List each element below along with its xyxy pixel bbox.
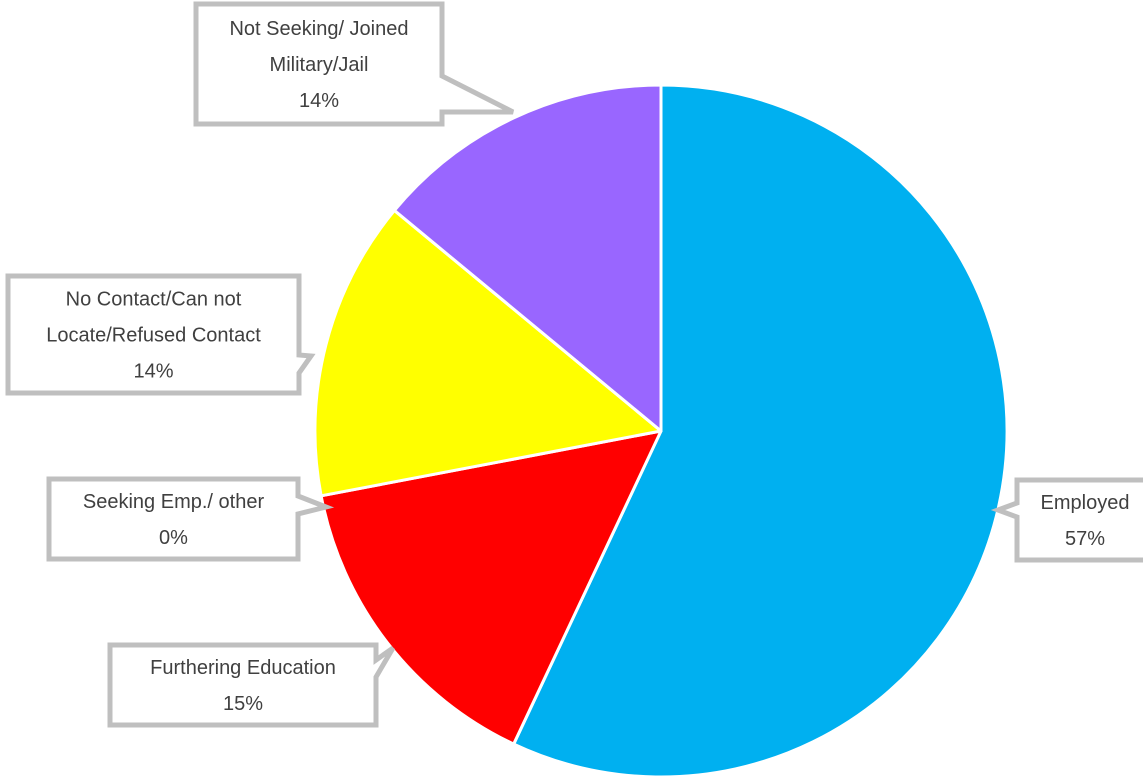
pie-slice-employed <box>512 83 1009 778</box>
callout-box <box>107 642 396 728</box>
callout-employed: Employed 57% <box>990 477 1143 563</box>
callout-not-seeking: Not Seeking/ Joined Military/Jail 14% <box>193 1 515 127</box>
pie-slices <box>313 83 1009 778</box>
callout-category-label: Furthering Education <box>150 657 336 679</box>
callout-category-label: Seeking Emp./ other <box>83 491 265 513</box>
callout-box <box>990 477 1143 563</box>
callout-box <box>193 1 515 127</box>
callout-value-label: 14% <box>299 90 339 112</box>
pie-slice-not-seeking <box>392 83 663 433</box>
callout-value-label: 0% <box>159 527 188 549</box>
callout-furthering-education: Furthering Education 15% <box>107 642 396 728</box>
callout-value-label: 57% <box>1065 528 1105 550</box>
callout-category-label: Employed <box>1041 492 1130 514</box>
pie-slice-no-contact <box>313 208 663 498</box>
callout-seeking-employment-other: Seeking Emp./ other 0% <box>46 476 335 562</box>
callout-category-label: No Contact/Can not <box>66 289 242 311</box>
callout-box <box>5 273 316 396</box>
callout-no-contact: No Contact/Can not Locate/Refused Contact… <box>5 273 316 396</box>
callout-box <box>46 476 335 562</box>
callout-category-label: Military/Jail <box>270 54 369 76</box>
callout-value-label: 14% <box>133 361 173 383</box>
callout-value-label: 15% <box>223 693 263 715</box>
callout-category-label: Locate/Refused Contact <box>46 325 261 347</box>
callout-category-label: Not Seeking/ Joined <box>229 18 408 40</box>
pie-slice-furthering-education <box>319 429 663 746</box>
data-label-callouts: Employed 57% Furthering Education 15% Seekin… <box>5 1 1143 728</box>
